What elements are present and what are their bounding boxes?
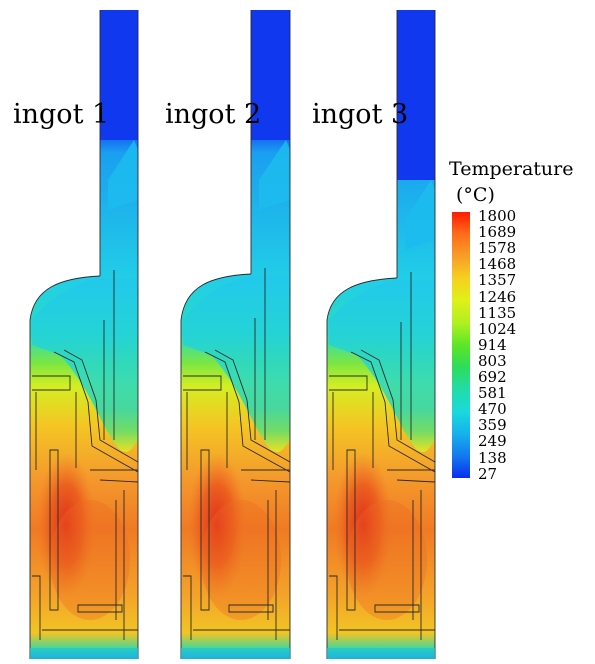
hot-spot: [187, 453, 247, 597]
structure-outline: [329, 575, 338, 640]
structure-outline: [250, 479, 291, 483]
tube-wall-gradient: [108, 140, 138, 210]
coolant-plume: [183, 276, 290, 452]
structure-outline: [214, 349, 291, 463]
structure-outline: [204, 351, 291, 473]
coolant-plume: [32, 278, 138, 452]
structure-outline: [200, 449, 210, 611]
colorbar-tick-label: 249: [478, 432, 507, 451]
colorbar-unit: (°C): [456, 184, 495, 206]
colorbar-tick-label: 359: [478, 416, 507, 435]
colorbar-tick-label: 1800: [478, 207, 517, 225]
colorbar-tick-label: 1578: [478, 239, 517, 258]
structure-outline: [32, 375, 71, 391]
colorbar-tick-label: 470: [478, 400, 507, 419]
hot-spot: [333, 453, 393, 597]
temperature-field-ingot-2: [180, 10, 291, 659]
colorbar-tick-label: 692: [478, 368, 507, 386]
cold-zone: [100, 10, 138, 140]
structure-outline: [29, 275, 101, 321]
colorbar-tick-label: 914: [478, 335, 507, 354]
bottom-cool-edge: [30, 648, 138, 659]
structure-outline: [32, 575, 41, 640]
structure-outline: [183, 575, 192, 640]
structure-outline: [329, 375, 368, 391]
structure-outline: [49, 449, 59, 611]
warm-region: [347, 500, 427, 620]
hot-spot: [36, 453, 96, 597]
bottom-cool-edge: [181, 648, 290, 659]
colorbar-tick-label: 1246: [478, 287, 517, 306]
structure-outline: [228, 604, 274, 613]
colorbar-tick-label: 1357: [478, 271, 517, 290]
colorbar-title: Temperature: [449, 158, 574, 180]
structure-outline: [350, 351, 436, 473]
panel-label-ingot-1: ingot 1: [13, 99, 110, 130]
cold-zone: [397, 10, 435, 180]
colorbar-tick-label: 138: [478, 448, 507, 467]
colorbar-gradient: [452, 212, 470, 478]
colorbar-tick-label: 1024: [478, 319, 517, 338]
structure-outline: [183, 375, 222, 391]
warm-region: [201, 500, 281, 620]
colorbar-tick-label: 803: [478, 351, 507, 370]
structure-outline: [63, 349, 139, 463]
bottom-cool-edge: [327, 648, 435, 659]
cold-zone: [251, 10, 290, 140]
colorbar-tick-label: 1689: [478, 223, 517, 242]
colorbar-tick-label: 27: [478, 464, 498, 483]
tube-wall-gradient: [259, 140, 290, 210]
colorbar-tick-label: 581: [478, 384, 507, 403]
warm-region: [50, 500, 130, 620]
structure-outline: [77, 604, 123, 613]
structure-outline: [360, 349, 436, 463]
structure-outline: [396, 479, 436, 483]
coolant-plume: [329, 280, 435, 452]
temperature-field-ingot-3: [326, 10, 436, 659]
panel-label-ingot-3: ingot 3: [312, 99, 409, 130]
structure-outline: [374, 604, 420, 613]
structure-outline: [346, 449, 356, 611]
temperature-field-ingot-1: [29, 10, 139, 659]
colorbar-tick-label: 1135: [478, 303, 517, 322]
tube-wall-gradient: [405, 180, 435, 250]
colorbar-tick-label: 1468: [478, 255, 517, 274]
structure-outline: [99, 479, 139, 483]
structure-outline: [180, 273, 252, 321]
panel-label-ingot-2: ingot 2: [165, 99, 262, 130]
structure-outline: [326, 277, 398, 321]
structure-outline: [53, 351, 139, 473]
